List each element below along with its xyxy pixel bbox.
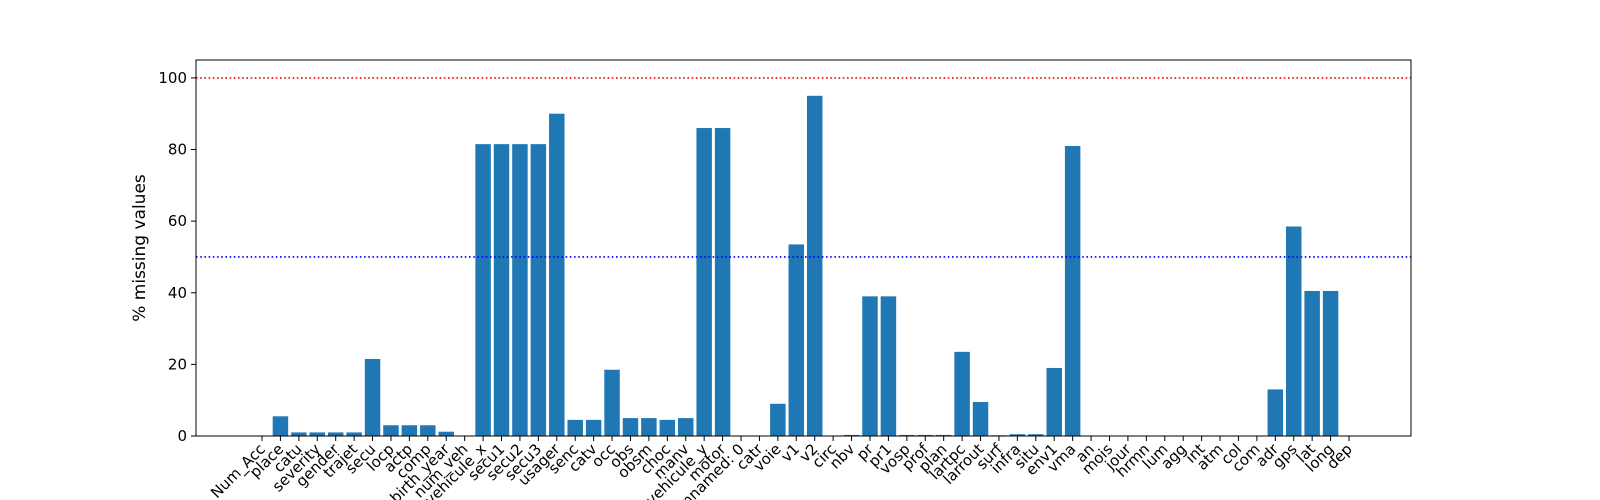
bar	[1064, 145, 1081, 436]
bar	[788, 244, 805, 436]
bar	[272, 416, 289, 436]
bar	[1267, 389, 1284, 436]
bar	[899, 434, 915, 436]
bar	[880, 296, 897, 436]
y-tick-label: 40	[168, 284, 187, 302]
bar	[512, 144, 528, 436]
y-tick-label: 20	[168, 355, 187, 373]
bar	[1322, 290, 1339, 436]
bar	[696, 128, 712, 437]
bar	[401, 425, 418, 436]
y-tick-label: 80	[168, 141, 187, 159]
bar	[1046, 367, 1062, 436]
bar	[954, 351, 970, 436]
bar	[862, 296, 878, 436]
bar	[327, 432, 344, 436]
bar	[1009, 434, 1026, 436]
bar	[475, 144, 491, 436]
bar	[493, 144, 510, 436]
plot-frame	[195, 59, 1412, 437]
bar	[806, 95, 823, 437]
bar	[917, 434, 933, 436]
bar	[383, 425, 399, 436]
bar	[641, 418, 657, 436]
bar	[585, 419, 602, 436]
bar	[935, 434, 952, 436]
bar	[1028, 434, 1044, 436]
y-tick-label: 100	[158, 69, 187, 87]
bar	[1285, 226, 1302, 436]
bar	[622, 418, 639, 436]
bar	[659, 419, 676, 436]
bar	[346, 432, 362, 436]
y-tick-label: 60	[168, 212, 187, 230]
bar	[530, 144, 547, 436]
bar	[972, 401, 989, 436]
y-tick-label: 0	[177, 427, 187, 445]
bar	[291, 432, 307, 436]
bar	[843, 434, 860, 436]
y-axis-label: % missing values	[130, 174, 150, 322]
bar	[1304, 290, 1320, 436]
bar	[770, 403, 786, 436]
bar	[438, 431, 454, 436]
bar	[567, 419, 583, 436]
bar	[364, 359, 381, 436]
bar	[604, 369, 620, 436]
bar	[678, 418, 694, 436]
bar	[420, 425, 436, 436]
bar	[714, 128, 731, 437]
bar	[549, 113, 565, 436]
bar	[309, 432, 326, 436]
